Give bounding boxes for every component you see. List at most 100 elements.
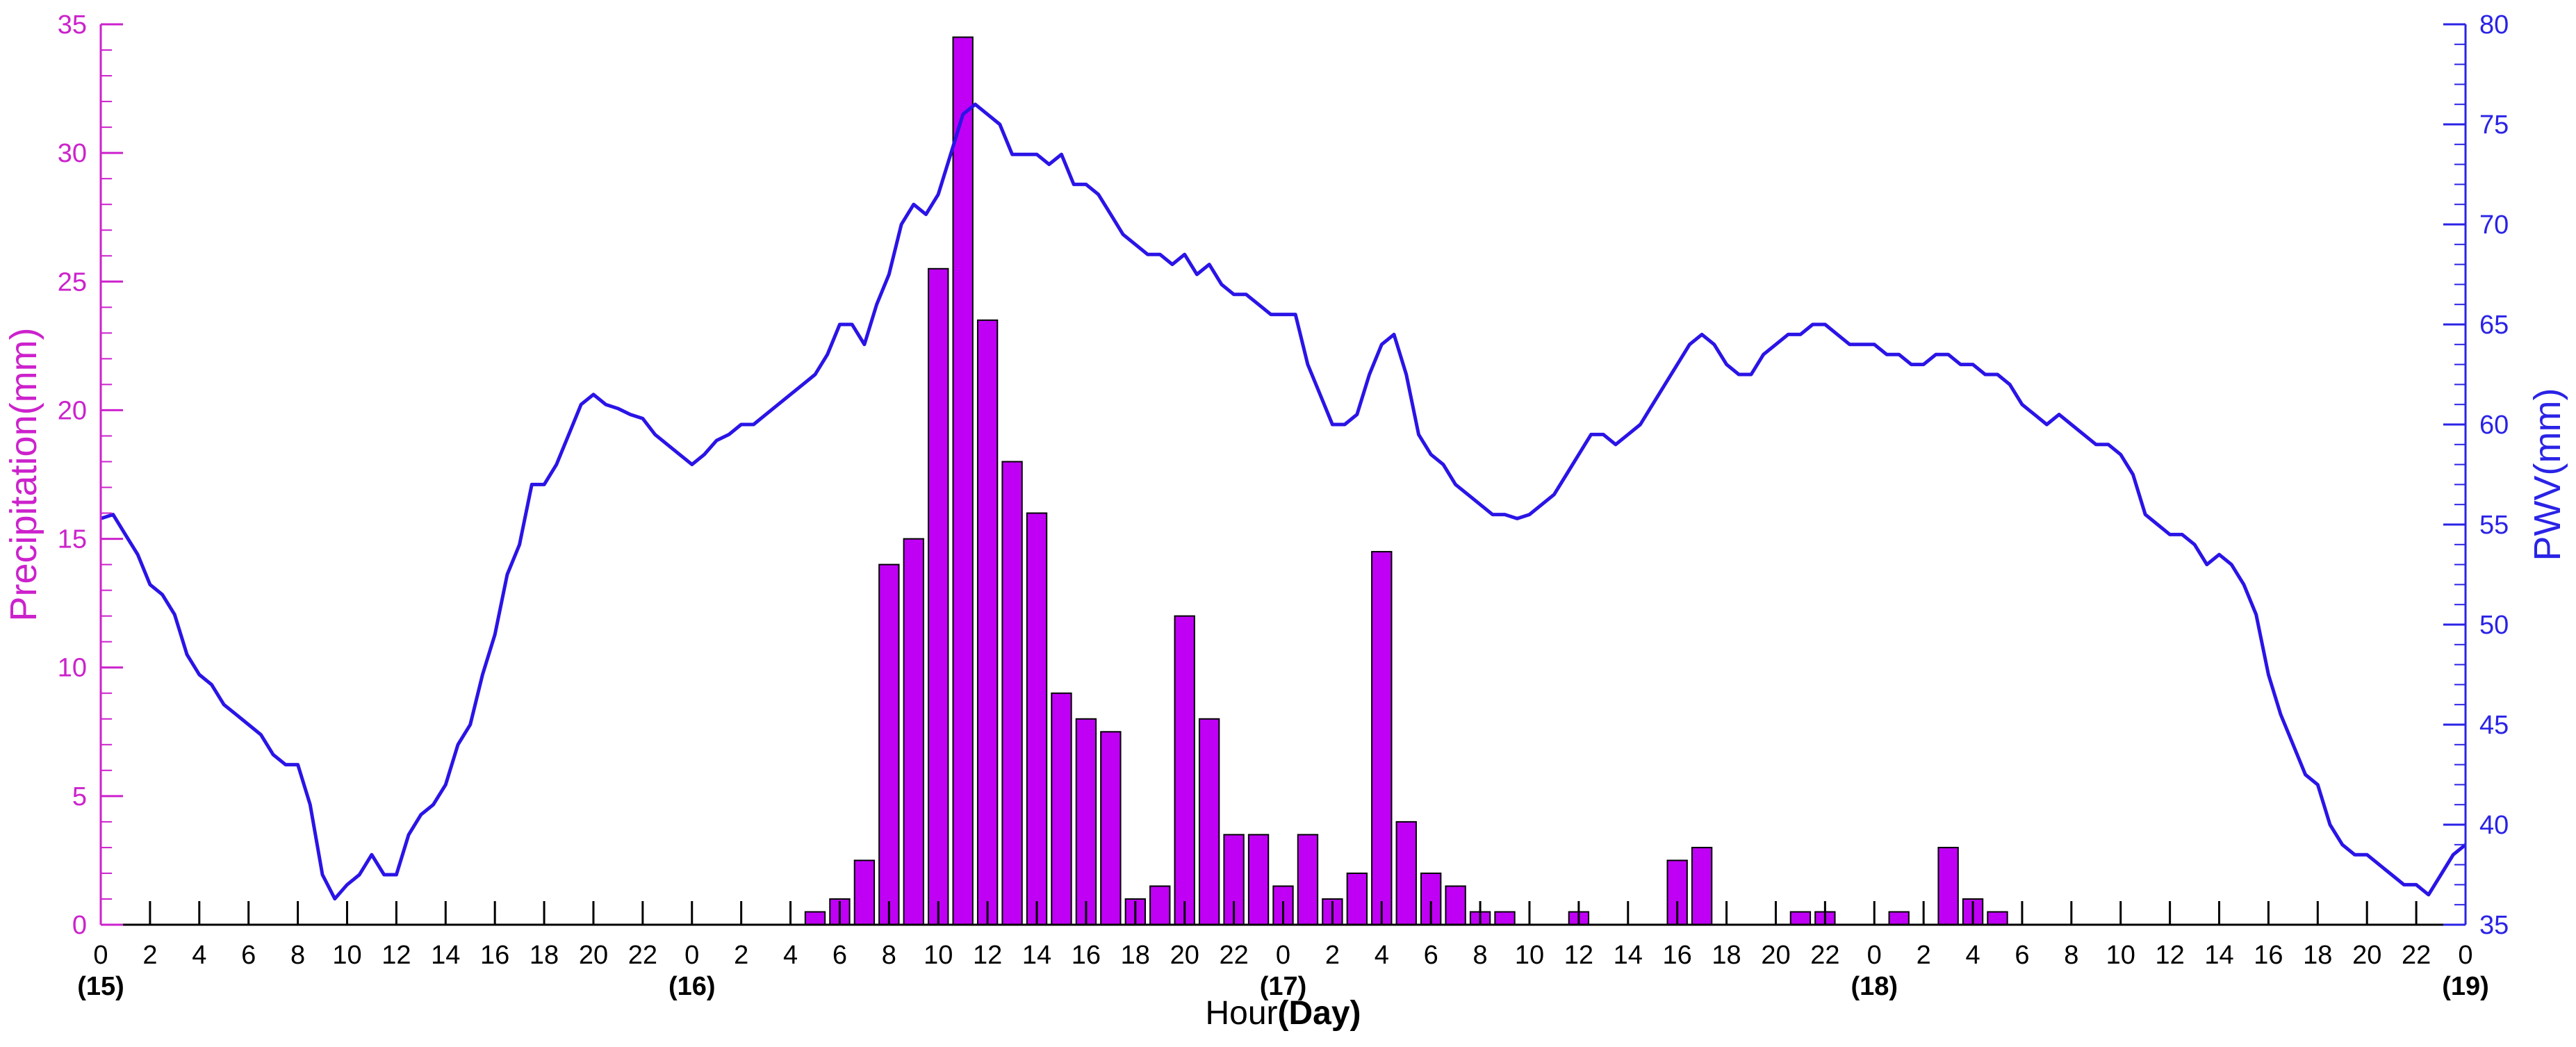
pwv-line xyxy=(100,102,2467,901)
precip-bar xyxy=(1174,615,1195,926)
y-right-tick-label: 60 xyxy=(2479,411,2509,440)
precip-bar xyxy=(1789,911,1812,926)
pwv-line-layer xyxy=(100,102,2467,901)
y-left-tick-label: 15 xyxy=(58,525,87,554)
y-axis-right-title: PWV(mm) xyxy=(2527,388,2568,561)
x-tick-label: 22 xyxy=(628,941,657,970)
precip-bar xyxy=(1075,718,1097,926)
x-tick-label: 20 xyxy=(579,941,608,970)
x-tick-label: 8 xyxy=(1473,941,1488,970)
precip-bar xyxy=(878,563,900,925)
x-tick-label: 0 xyxy=(1867,941,1882,970)
y-right-tick-label: 55 xyxy=(2479,511,2509,540)
y-right-tick-label: 70 xyxy=(2479,211,2509,240)
precip-bar xyxy=(1987,911,2008,926)
precip-bar xyxy=(1026,512,1048,925)
precip-bar xyxy=(1149,885,1171,926)
x-tick-label: 20 xyxy=(2352,941,2381,970)
x-tick-label: 0 xyxy=(2458,941,2472,970)
x-tick-label: 12 xyxy=(382,941,411,970)
x-tick-label: 10 xyxy=(924,941,953,970)
x-tick-label: 0 xyxy=(1276,941,1290,970)
x-tick-label: 20 xyxy=(1170,941,1199,970)
x-tick-label: 20 xyxy=(1761,941,1790,970)
x-tick-label: 18 xyxy=(530,941,559,970)
x-tick-label: 14 xyxy=(1614,941,1643,970)
x-tick-label: 2 xyxy=(1917,941,1931,970)
precipitation-bars xyxy=(804,36,2008,926)
axis-titles: Precipitation(mm) PWV(mm) Hour(Day) xyxy=(3,327,2568,1032)
precip-bar xyxy=(903,538,924,925)
y-left-tick-label: 25 xyxy=(58,267,87,297)
x-tick-label: 4 xyxy=(783,941,798,970)
x-tick-label: 8 xyxy=(882,941,896,970)
y-right-tick-label: 45 xyxy=(2479,711,2509,740)
x-tick-label: 12 xyxy=(973,941,1002,970)
y-right-tick-label: 75 xyxy=(2479,110,2509,140)
x-axis-title-day: (Day) xyxy=(1278,995,1361,1032)
x-tick-label: 4 xyxy=(1965,941,1980,970)
y-left-tick-label: 0 xyxy=(72,911,87,940)
x-tick-label: 18 xyxy=(1121,941,1150,970)
x-tick-label: 14 xyxy=(431,941,460,970)
precip-bar xyxy=(1346,872,1368,926)
x-tick-label: 18 xyxy=(2303,941,2332,970)
precip-bar xyxy=(1395,821,1417,926)
x-tick-label: 6 xyxy=(832,941,847,970)
precip-bar xyxy=(928,267,949,925)
axes: 0 2 4 6 8 10 12 14 16 18 20 22 0 2 4 6 8 10 12 14 16 18 20 22 0 2… xyxy=(58,10,2509,1001)
precip-bar xyxy=(1297,834,1319,926)
x-tick-label: 22 xyxy=(1810,941,1839,970)
y-left-tick-label: 20 xyxy=(58,396,87,425)
x-tick-label: 10 xyxy=(332,941,361,970)
y-right-tick-label: 35 xyxy=(2479,911,2509,940)
y-left-tick-label: 30 xyxy=(58,139,87,168)
x-tick-label: 16 xyxy=(1663,941,1692,970)
precip-bar xyxy=(952,36,974,926)
y-left-tick-label: 35 xyxy=(58,10,87,40)
x-tick-label: 10 xyxy=(2106,941,2135,970)
x-tick-label: 22 xyxy=(2402,941,2431,970)
precip-bar xyxy=(1051,692,1072,925)
x-tick-label: 6 xyxy=(2015,941,2029,970)
precip-bar xyxy=(1888,911,1910,926)
y-right-tick-label: 65 xyxy=(2479,311,2509,340)
y-right-tick-label: 40 xyxy=(2479,811,2509,840)
x-tick-label: 0 xyxy=(684,941,699,970)
x-tick-label: 18 xyxy=(1712,941,1741,970)
x-tick-label: 16 xyxy=(1072,941,1101,970)
precip-bar xyxy=(804,911,826,926)
day-label: (16) xyxy=(668,972,716,1001)
x-tick-label: 2 xyxy=(1325,941,1340,970)
x-tick-label: 2 xyxy=(734,941,748,970)
precip-bar xyxy=(1445,885,1466,926)
y-right-tick-label: 80 xyxy=(2479,10,2509,40)
x-tick-label: 4 xyxy=(192,941,206,970)
x-tick-label: 12 xyxy=(2155,941,2184,970)
day-label: (17) xyxy=(1260,972,1307,1001)
precip-bar xyxy=(1247,834,1270,926)
x-tick-label: 8 xyxy=(2064,941,2078,970)
y-left-tick-label: 10 xyxy=(58,654,87,683)
x-tick-label: 10 xyxy=(1515,941,1544,970)
x-tick-label: 16 xyxy=(480,941,509,970)
day-label: (18) xyxy=(1851,972,1898,1001)
x-tick-label: 8 xyxy=(290,941,305,970)
y-left-tick-label: 5 xyxy=(72,782,87,811)
x-tick-label: 16 xyxy=(2254,941,2283,970)
x-tick-label: 14 xyxy=(1022,941,1051,970)
x-tick-label: 4 xyxy=(1375,941,1389,970)
y-right-tick-label: 50 xyxy=(2479,611,2509,640)
precip-bar xyxy=(1100,731,1122,926)
day-label: (15) xyxy=(77,972,124,1001)
x-tick-label: 12 xyxy=(1564,941,1593,970)
x-tick-label: 6 xyxy=(241,941,256,970)
x-tick-label: 6 xyxy=(1424,941,1438,970)
x-tick-label: 22 xyxy=(1219,941,1248,970)
x-axis-title-hour: Hour xyxy=(1205,995,1277,1032)
precip-bar xyxy=(1494,911,1516,926)
precip-bar xyxy=(1198,718,1220,926)
day-label: (19) xyxy=(2442,972,2489,1001)
precip-bar xyxy=(1691,846,1713,926)
